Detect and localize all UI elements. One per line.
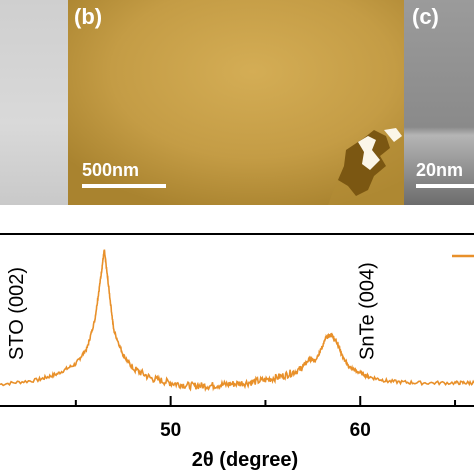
panel-label-b: (b) — [74, 4, 103, 29]
annotation-1: SnTe (004) — [357, 262, 379, 360]
scalebar-label-b: 500nm — [82, 160, 140, 180]
x-tick-label-50: 50 — [160, 420, 181, 441]
tem-image-panel-c: (c) 20nm — [404, 0, 474, 205]
x-ticks — [74, 396, 457, 406]
afm-image-panel-b: (b) 500nm — [68, 0, 404, 205]
afm-defect-white — [358, 136, 380, 170]
xrd-plot: 50 60 2θ (degree) STO (002) SnTe (004) — [0, 233, 474, 471]
afm-topography — [68, 0, 404, 205]
peak-annotations: STO (002) SnTe (004) — [6, 262, 379, 360]
x-tick-labels: 50 60 — [160, 420, 371, 441]
panel-label-c: (c) — [412, 4, 439, 29]
x-tick-label-60: 60 — [350, 420, 371, 441]
scalebar-c — [416, 184, 474, 188]
micrograph-panel-a — [0, 0, 68, 205]
afm-defect-white-2 — [384, 128, 402, 142]
scalebar-b — [82, 184, 166, 188]
scalebar-label-c: 20nm — [416, 160, 464, 180]
series-line-xrd — [0, 249, 474, 392]
x-axis-label: 2θ (degree) — [192, 449, 298, 471]
annotation-0: STO (002) — [6, 267, 28, 360]
